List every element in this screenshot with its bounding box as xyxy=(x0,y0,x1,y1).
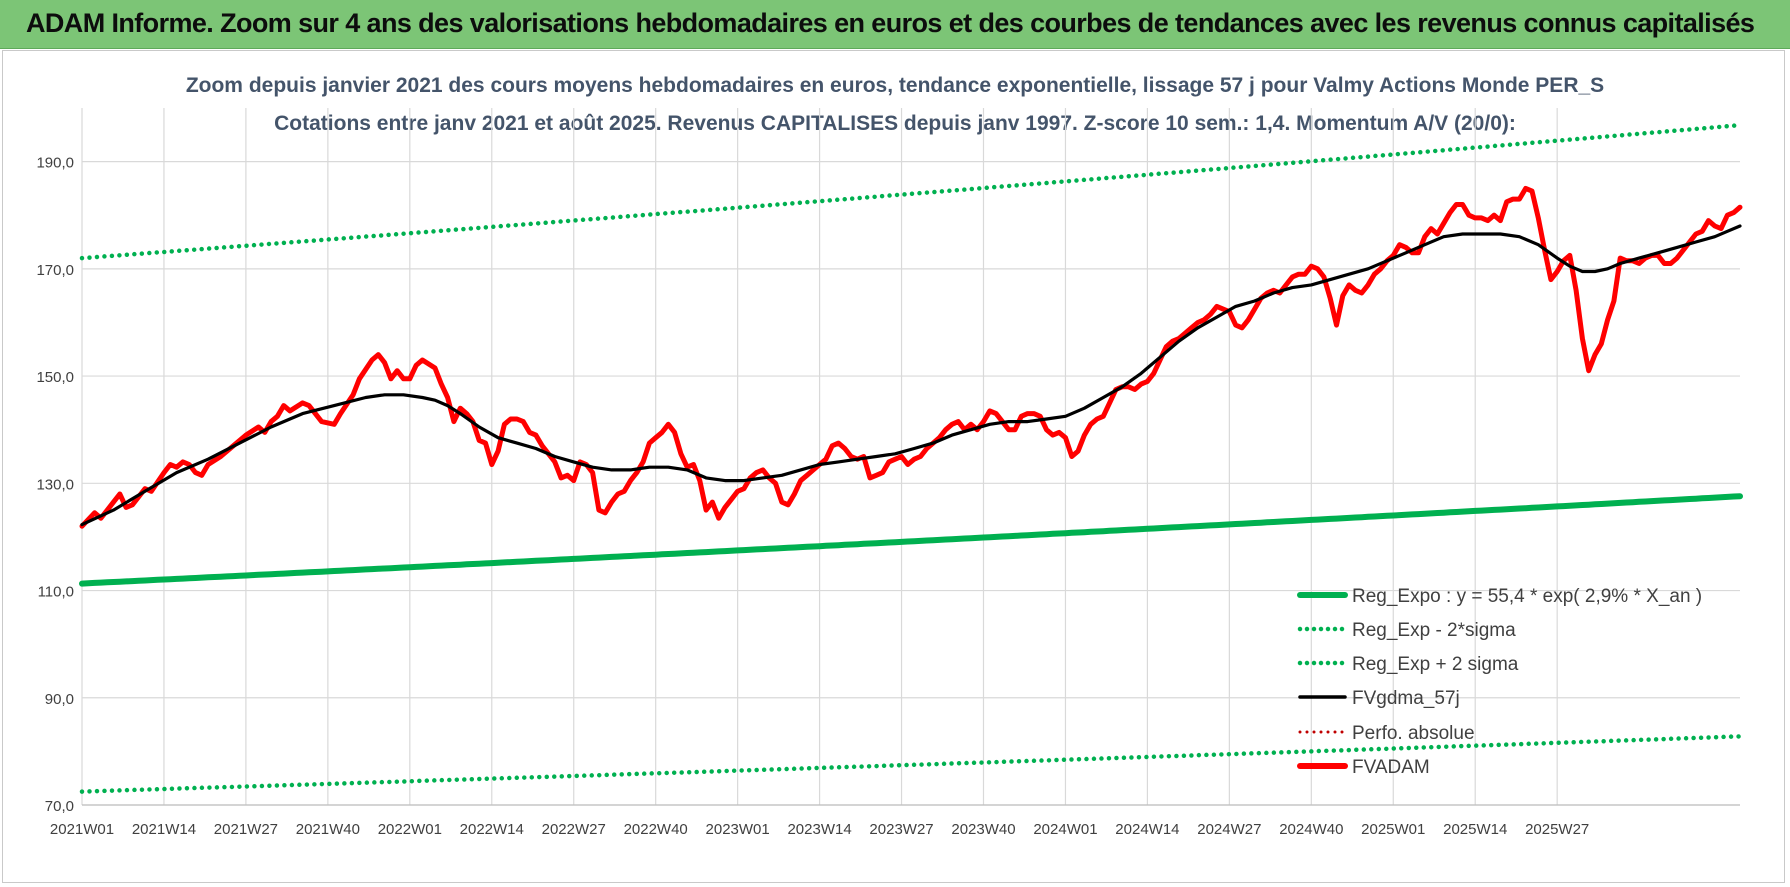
x-tick-label: 2025W27 xyxy=(1525,821,1589,838)
y-tick-label: 90,0 xyxy=(45,691,74,708)
y-tick-label: 130,0 xyxy=(36,476,74,493)
series-reg-expo xyxy=(79,493,1743,587)
x-tick-label: 2023W14 xyxy=(787,821,851,838)
header-banner: ADAM Informe. Zoom sur 4 ans des valoris… xyxy=(0,0,1790,49)
chart-title-line2: Cotations entre janv 2021 et août 2025. … xyxy=(274,112,1516,135)
x-tick-label: 2025W14 xyxy=(1443,821,1507,838)
y-tick-label: 190,0 xyxy=(36,155,74,172)
x-tick-label: 2024W01 xyxy=(1033,821,1097,838)
x-tick-label: 2024W40 xyxy=(1279,821,1343,838)
legend-label: FVgdma_57j xyxy=(1352,688,1460,709)
series-reg-plus xyxy=(79,122,1743,261)
chart-frame xyxy=(2,50,1785,883)
y-tick-label: 150,0 xyxy=(36,369,74,386)
y-tick-label: 170,0 xyxy=(36,262,74,279)
series-fvadam xyxy=(79,185,1743,529)
legend-label: Reg_Exp - 2*sigma xyxy=(1352,620,1516,641)
legend-item-perfo: Perfo. absolue xyxy=(1298,723,1475,744)
legend-item-fvgdma: FVgdma_57j xyxy=(1298,688,1460,709)
x-tick-label: 2021W40 xyxy=(296,821,360,838)
x-tick-label: 2022W40 xyxy=(624,821,688,838)
x-tick-label: 2024W14 xyxy=(1115,821,1179,838)
x-tick-label: 2022W27 xyxy=(542,821,606,838)
legend-label: FVADAM xyxy=(1352,757,1430,778)
plot-series xyxy=(79,122,1743,794)
legend-label: Reg_Expo : y = 55,4 * exp( 2,9% * X_an ) xyxy=(1352,586,1702,607)
y-tick-label: 110,0 xyxy=(38,584,74,601)
x-tick-label: 2024W27 xyxy=(1197,821,1261,838)
y-tick-label: 70,0 xyxy=(45,798,74,815)
legend-item-reg-plus: Reg_Exp + 2 sigma xyxy=(1297,654,1519,675)
x-tick-label: 2021W14 xyxy=(132,821,196,838)
series-fvgdma xyxy=(80,224,1742,527)
legend-item-fvadam: FVADAM xyxy=(1297,757,1430,778)
legend-item-reg-expo: Reg_Expo : y = 55,4 * exp( 2,9% * X_an ) xyxy=(1297,586,1702,607)
x-tick-label: 2022W01 xyxy=(378,821,442,838)
gridlines xyxy=(81,108,1740,806)
x-tick-label: 2022W14 xyxy=(460,821,524,838)
legend-item-reg-minus: Reg_Exp - 2*sigma xyxy=(1297,620,1516,641)
header-title: ADAM Informe. Zoom sur 4 ans des valoris… xyxy=(26,8,1755,38)
x-axis: 2021W01 2021W14 2021W27 2021W40 2022W01 2022W… xyxy=(50,821,1589,838)
x-tick-label: 2025W01 xyxy=(1361,821,1425,838)
series-reg-minus xyxy=(79,734,1743,794)
x-tick-label: 2023W40 xyxy=(951,821,1015,838)
legend: Reg_Expo : y = 55,4 * exp( 2,9% * X_an )… xyxy=(1297,586,1702,778)
legend-label: Perfo. absolue xyxy=(1352,723,1475,744)
x-tick-label: 2021W27 xyxy=(214,821,278,838)
legend-label: Reg_Exp + 2 sigma xyxy=(1352,654,1519,675)
x-tick-label: 2023W27 xyxy=(869,821,933,838)
x-tick-label: 2021W01 xyxy=(50,821,114,838)
x-tick-label: 2023W01 xyxy=(706,821,770,838)
y-axis: 70,0 90,0 110,0 130,0 150,0 170,0 190,0 xyxy=(36,155,74,815)
chart-title-line1: Zoom depuis janvier 2021 des cours moyen… xyxy=(186,74,1604,97)
